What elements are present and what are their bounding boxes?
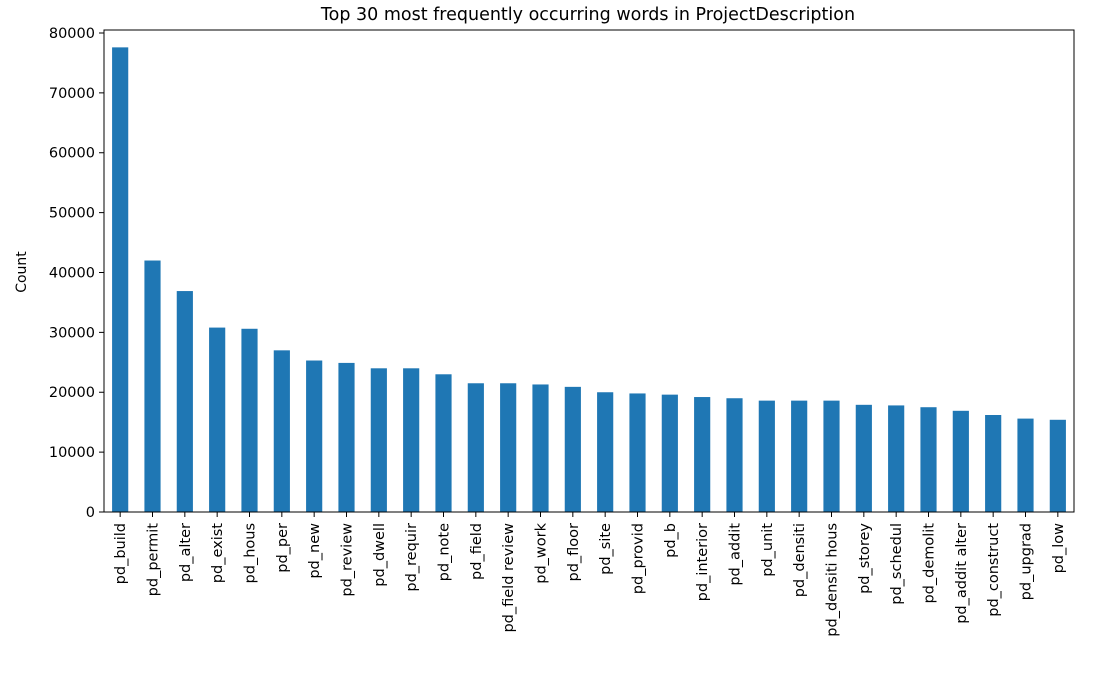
x-tick-label: pd_densiti hous [825,523,841,637]
bar [985,415,1002,512]
x-tick-label: pd_requir [404,523,420,592]
bar [791,400,808,512]
bar [564,386,581,512]
y-tick-label: 40000 [49,265,95,281]
x-tick-label: pd_permit [146,523,162,597]
bar [467,383,484,512]
bar [338,362,355,512]
bar [726,398,743,512]
x-tick-label: pd_alter [178,523,194,582]
y-tick-label: 0 [86,505,95,521]
chart-title: Top 30 most frequently occurring words i… [320,5,855,25]
x-tick-label: pd_exist [210,523,226,583]
y-tick-label: 10000 [49,445,95,461]
x-tick-label: pd_b [663,523,679,558]
bar [888,405,905,512]
bar [241,328,258,512]
bar [403,368,420,512]
bar [661,394,678,512]
x-tick-label: pd_floor [566,523,582,582]
x-tick-label: pd_field [469,523,485,580]
x-tick-label: pd_upgrad [1019,523,1035,600]
y-axis-label: Count [14,251,30,293]
bar [758,400,775,512]
x-tick-label: pd_densiti [792,523,808,597]
bar [855,404,872,512]
bar [694,397,711,512]
x-tick-label: pd_addit alter [954,523,970,624]
bar [273,350,290,512]
bar [112,47,129,512]
x-tick-label: pd_build [113,523,129,584]
x-tick-label: pd_work [534,522,550,583]
bar [144,260,161,512]
x-tick-label: pd_site [598,523,614,575]
x-tick-label: pd_review [340,523,356,597]
bar [532,384,549,512]
axes-frame [103,29,1075,513]
y-tick-label: 60000 [49,146,95,162]
x-tick-label: pd_new [307,523,323,579]
plot-area: 0 10000 20000 30000 40000 50000 60000 70000 8000… [49,26,1075,637]
bar [370,368,387,512]
bar [823,400,840,512]
bar [306,360,323,512]
bar [1017,418,1034,512]
bar [597,392,614,512]
x-tick-label: pd_dwell [372,523,388,587]
x-tick-label: pd_schedul [889,523,905,605]
x-tick-label: pd_construct [986,523,1002,617]
x-tick-label: pd_addit [728,523,744,586]
x-tick-label: pd_low [1051,523,1067,574]
x-tick-label: pd_demolit [922,523,938,604]
bar [1049,419,1066,512]
y-tick-label: 30000 [49,325,95,341]
x-tick-label: pd_per [275,523,291,573]
x-tick-label: pd_unit [760,523,776,577]
x-tick-label: pd_storey [857,523,873,594]
bar [209,327,226,512]
y-tick-label: 20000 [49,385,95,401]
bar [952,410,969,512]
x-tick-label: pd_note [437,523,453,581]
y-tick-label: 80000 [49,26,95,42]
bar [629,393,646,512]
bar [500,383,517,512]
y-tick-label: 50000 [49,206,95,222]
bar [435,374,452,512]
x-tick-label: pd_field review [501,523,517,633]
x-tick-label: pd_hous [243,523,259,583]
x-tick-label: pd_interior [695,523,711,601]
y-tick-label: 70000 [49,86,95,102]
bar [176,291,193,512]
x-tick-label: pd_provid [631,523,647,594]
bar [920,407,937,512]
